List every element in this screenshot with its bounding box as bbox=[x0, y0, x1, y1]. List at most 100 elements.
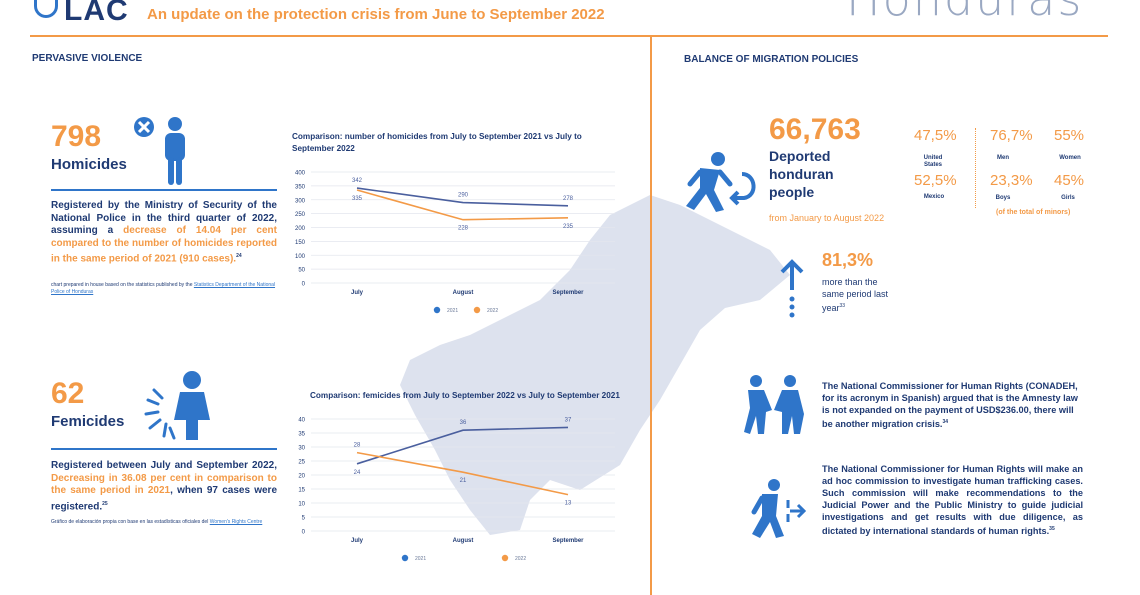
y-tick-label: 300 bbox=[295, 198, 306, 204]
y-tick-label: 25 bbox=[298, 460, 305, 466]
data-label: 278 bbox=[563, 196, 574, 202]
stat-mexico-pct: 52,5% bbox=[914, 172, 957, 189]
y-tick-label: 15 bbox=[298, 488, 305, 494]
logo: LAC bbox=[64, 0, 129, 27]
stat-women-pct: 55% bbox=[1054, 127, 1085, 144]
stat-men-label: Men bbox=[997, 155, 1009, 161]
y-tick-label: 20 bbox=[298, 474, 305, 480]
data-label: 36 bbox=[460, 420, 467, 426]
data-label: 13 bbox=[565, 501, 572, 507]
section-title-migration: BALANCE OF MIGRATION POLICIES bbox=[684, 54, 859, 65]
y-tick-label: 40 bbox=[298, 418, 305, 424]
data-label: 235 bbox=[563, 224, 574, 230]
data-label: 28 bbox=[354, 443, 361, 449]
y-tick-label: 200 bbox=[295, 226, 306, 232]
deported-period: from January to August 2022 bbox=[769, 213, 885, 223]
column-divider bbox=[650, 35, 652, 595]
femicides-text: Registered between July and September 20… bbox=[51, 460, 277, 512]
x-tick-label: July bbox=[351, 538, 364, 544]
x-tick-label: September bbox=[552, 538, 584, 544]
y-tick-label: 5 bbox=[302, 516, 306, 522]
homicides-chart: 0 50 100 150 200 250 300 350 400 July August Septem… bbox=[295, 171, 615, 314]
y-tick-label: 10 bbox=[298, 502, 305, 508]
data-label: 24 bbox=[354, 470, 361, 476]
y-tick-label: 100 bbox=[295, 254, 306, 260]
homicides-text: Registered by the Ministry of Security o… bbox=[51, 200, 277, 265]
legend-label: 2022 bbox=[487, 308, 498, 314]
data-label: 342 bbox=[352, 178, 363, 184]
series-line-2022 bbox=[356, 451, 569, 496]
stat-minors-note: (of the total of minors) bbox=[996, 209, 1071, 216]
y-tick-label: 400 bbox=[295, 171, 306, 177]
stat-mexico-label: Mexico bbox=[923, 194, 945, 200]
legend-label: 2022 bbox=[515, 556, 526, 562]
femicides-chart: 0 5 10 15 20 25 30 35 40 July August September 24 36 3… bbox=[298, 417, 615, 562]
stat-men-pct: 76,7% bbox=[990, 127, 1033, 144]
honduras-map-background bbox=[400, 195, 790, 535]
stats-divider bbox=[975, 128, 976, 208]
increase-text: more than the same period last year33 bbox=[822, 277, 889, 313]
trafficking-person-icon bbox=[751, 479, 807, 538]
legend-marker-2022 bbox=[501, 554, 509, 562]
x-tick-label: August bbox=[453, 538, 474, 544]
arrow-up-icon bbox=[780, 259, 804, 318]
deported-label: Deported honduran people bbox=[769, 148, 834, 200]
stat-boys-pct: 23,3% bbox=[990, 172, 1033, 189]
stat-girls-label: Girls bbox=[1061, 195, 1075, 201]
amnesty-people-icon bbox=[744, 375, 804, 434]
data-label: 228 bbox=[458, 226, 469, 232]
country-title: Honduras bbox=[846, 0, 1083, 26]
y-tick-label: 0 bbox=[302, 530, 306, 536]
femicides-source-link[interactable]: Women's Rights Centre bbox=[209, 519, 263, 525]
header-divider bbox=[30, 35, 1108, 37]
woman-violence-icon bbox=[144, 371, 210, 440]
deported-number: 66,763 bbox=[769, 113, 861, 146]
data-label: 21 bbox=[460, 478, 467, 484]
stat-women-label: Women bbox=[1059, 155, 1081, 161]
y-tick-label: 30 bbox=[298, 446, 305, 452]
homicides-label: Homicides bbox=[51, 156, 127, 173]
legend-marker-2021 bbox=[401, 554, 409, 562]
y-tick-label: 50 bbox=[298, 268, 305, 274]
data-label: 37 bbox=[565, 417, 572, 423]
homicides-source: chart prepared in house based on the sta… bbox=[51, 282, 276, 295]
homicides-rule bbox=[51, 189, 277, 191]
series-line-2021 bbox=[356, 187, 569, 207]
stat-boys-label: Boys bbox=[995, 195, 1011, 201]
femicides-number: 62 bbox=[51, 377, 85, 410]
legend-label: 2021 bbox=[447, 308, 458, 314]
stat-us-pct: 47,5% bbox=[914, 127, 957, 144]
increase-pct: 81,3% bbox=[822, 250, 874, 270]
x-tick-label: August bbox=[453, 290, 474, 296]
data-label: 335 bbox=[352, 196, 363, 202]
x-tick-label: September bbox=[552, 290, 584, 296]
chart2-title: Comparison: femicides from July to Septe… bbox=[310, 391, 620, 400]
stat-us-label: United States bbox=[923, 155, 943, 168]
y-tick-label: 350 bbox=[295, 184, 306, 190]
y-tick-label: 250 bbox=[295, 212, 306, 218]
homicides-source-link[interactable]: Statistics Department of the National Po… bbox=[51, 282, 276, 295]
data-label: 290 bbox=[458, 193, 469, 199]
legend-marker-2021 bbox=[433, 306, 441, 314]
femicides-rule bbox=[51, 448, 277, 450]
series-line-2021 bbox=[356, 426, 569, 465]
section-title-violence: PERVASIVE VIOLENCE bbox=[32, 53, 143, 64]
logo-mark bbox=[34, 0, 58, 18]
series-line-2022 bbox=[356, 189, 569, 221]
homicides-number: 798 bbox=[51, 120, 102, 153]
deported-person-icon bbox=[686, 152, 756, 212]
stat-girls-pct: 45% bbox=[1054, 172, 1085, 189]
femicides-label: Femicides bbox=[51, 413, 125, 430]
femicides-source: Gráfico de elaboración propia con base e… bbox=[51, 519, 263, 525]
y-tick-label: 35 bbox=[298, 432, 305, 438]
person-x-icon bbox=[134, 117, 185, 185]
y-tick-label: 0 bbox=[302, 282, 306, 288]
x-tick-label: July bbox=[351, 290, 364, 296]
y-tick-label: 150 bbox=[295, 240, 306, 246]
conadeh-2-text: The National Commissioner for Human Righ… bbox=[822, 464, 1083, 537]
conadeh-1-text: The National Commissioner for Human Righ… bbox=[822, 381, 1078, 430]
legend-label: 2021 bbox=[415, 556, 426, 562]
page-title: An update on the protection crisis from … bbox=[147, 6, 605, 23]
chart1-title: Comparison: number of homicides from Jul… bbox=[292, 132, 582, 153]
legend-marker-2022 bbox=[473, 306, 481, 314]
